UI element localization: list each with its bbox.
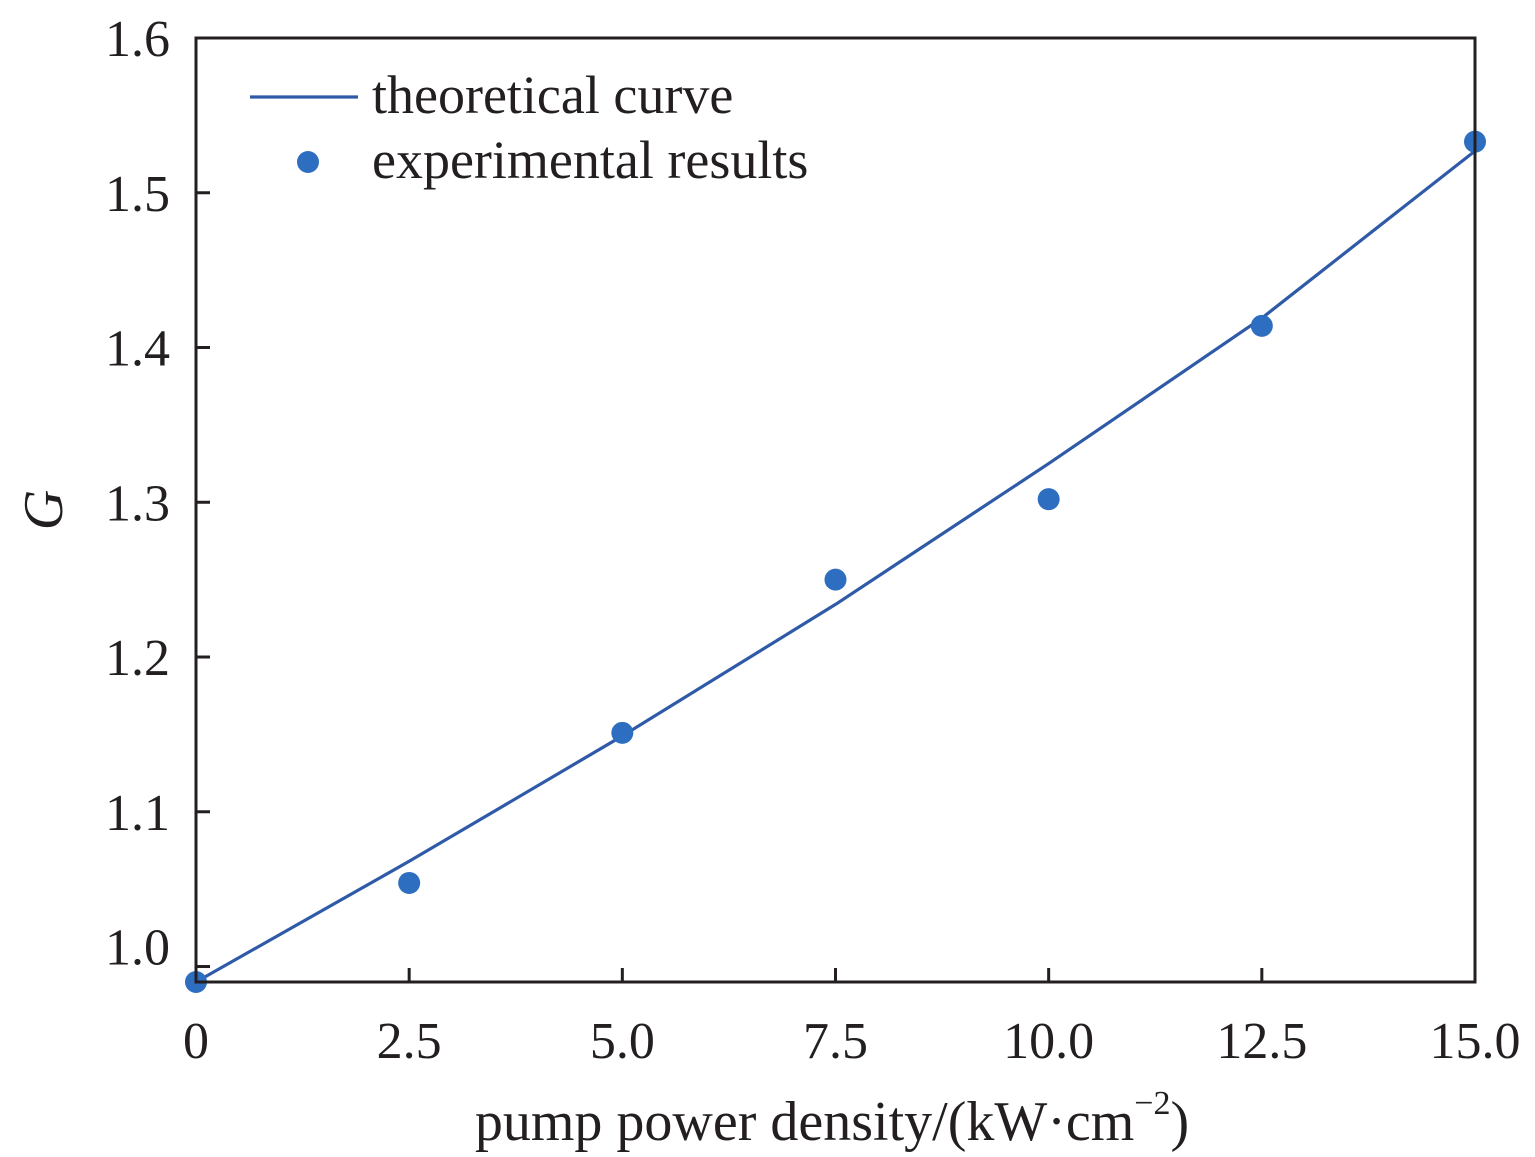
legend-dot-swatch bbox=[297, 151, 319, 173]
y-tick-label: 1.2 bbox=[105, 630, 170, 687]
y-tick-label: 1.6 bbox=[105, 11, 170, 68]
legend-label-theoretical: theoretical curve bbox=[372, 65, 733, 125]
x-tick-label: 15.0 bbox=[1430, 1013, 1521, 1070]
axis-titles: pump power density/(kW·cm−2) G bbox=[13, 490, 1189, 1153]
legend-label-experimental: experimental results bbox=[372, 130, 808, 190]
x-tick-label: 12.5 bbox=[1216, 1013, 1307, 1070]
data-point-experimental bbox=[611, 721, 634, 744]
x-tick-label: 5.0 bbox=[590, 1013, 655, 1070]
data-point-experimental bbox=[1250, 314, 1273, 337]
series-line-theoretical-curve bbox=[194, 149, 1477, 984]
y-axis-title: G bbox=[13, 490, 75, 530]
y-tick-label: 1.5 bbox=[105, 166, 170, 223]
y-tick-label: 1.0 bbox=[105, 920, 170, 977]
y-tick-label: 1.1 bbox=[105, 785, 170, 842]
x-axis-title-superscript: −2 bbox=[1134, 1085, 1170, 1122]
data-point-experimental bbox=[1037, 488, 1060, 511]
y-tick-label: 1.4 bbox=[105, 321, 170, 378]
x-tick-label: 2.5 bbox=[377, 1013, 442, 1070]
x-axis-title: pump power density/(kW·cm−2) bbox=[475, 1085, 1189, 1153]
data-point-experimental bbox=[398, 871, 421, 894]
y-tick-label: 1.3 bbox=[105, 475, 170, 532]
data-point-experimental bbox=[824, 568, 847, 591]
x-tick-label: 7.5 bbox=[803, 1013, 868, 1070]
x-axis-title-close: ) bbox=[1170, 1091, 1189, 1153]
x-axis-title-main: pump power density/(kW·cm bbox=[475, 1091, 1134, 1153]
axis-layer: 0 2.5 5.0 7.5 10.0 12.5 15.0 1.0 1.1 1.2 1.3 1.4 1.5… bbox=[105, 11, 1521, 1070]
x-tick-label: 10.0 bbox=[1003, 1013, 1094, 1070]
x-tick-label: 0 bbox=[183, 1013, 209, 1070]
plot-layer bbox=[185, 130, 1486, 993]
